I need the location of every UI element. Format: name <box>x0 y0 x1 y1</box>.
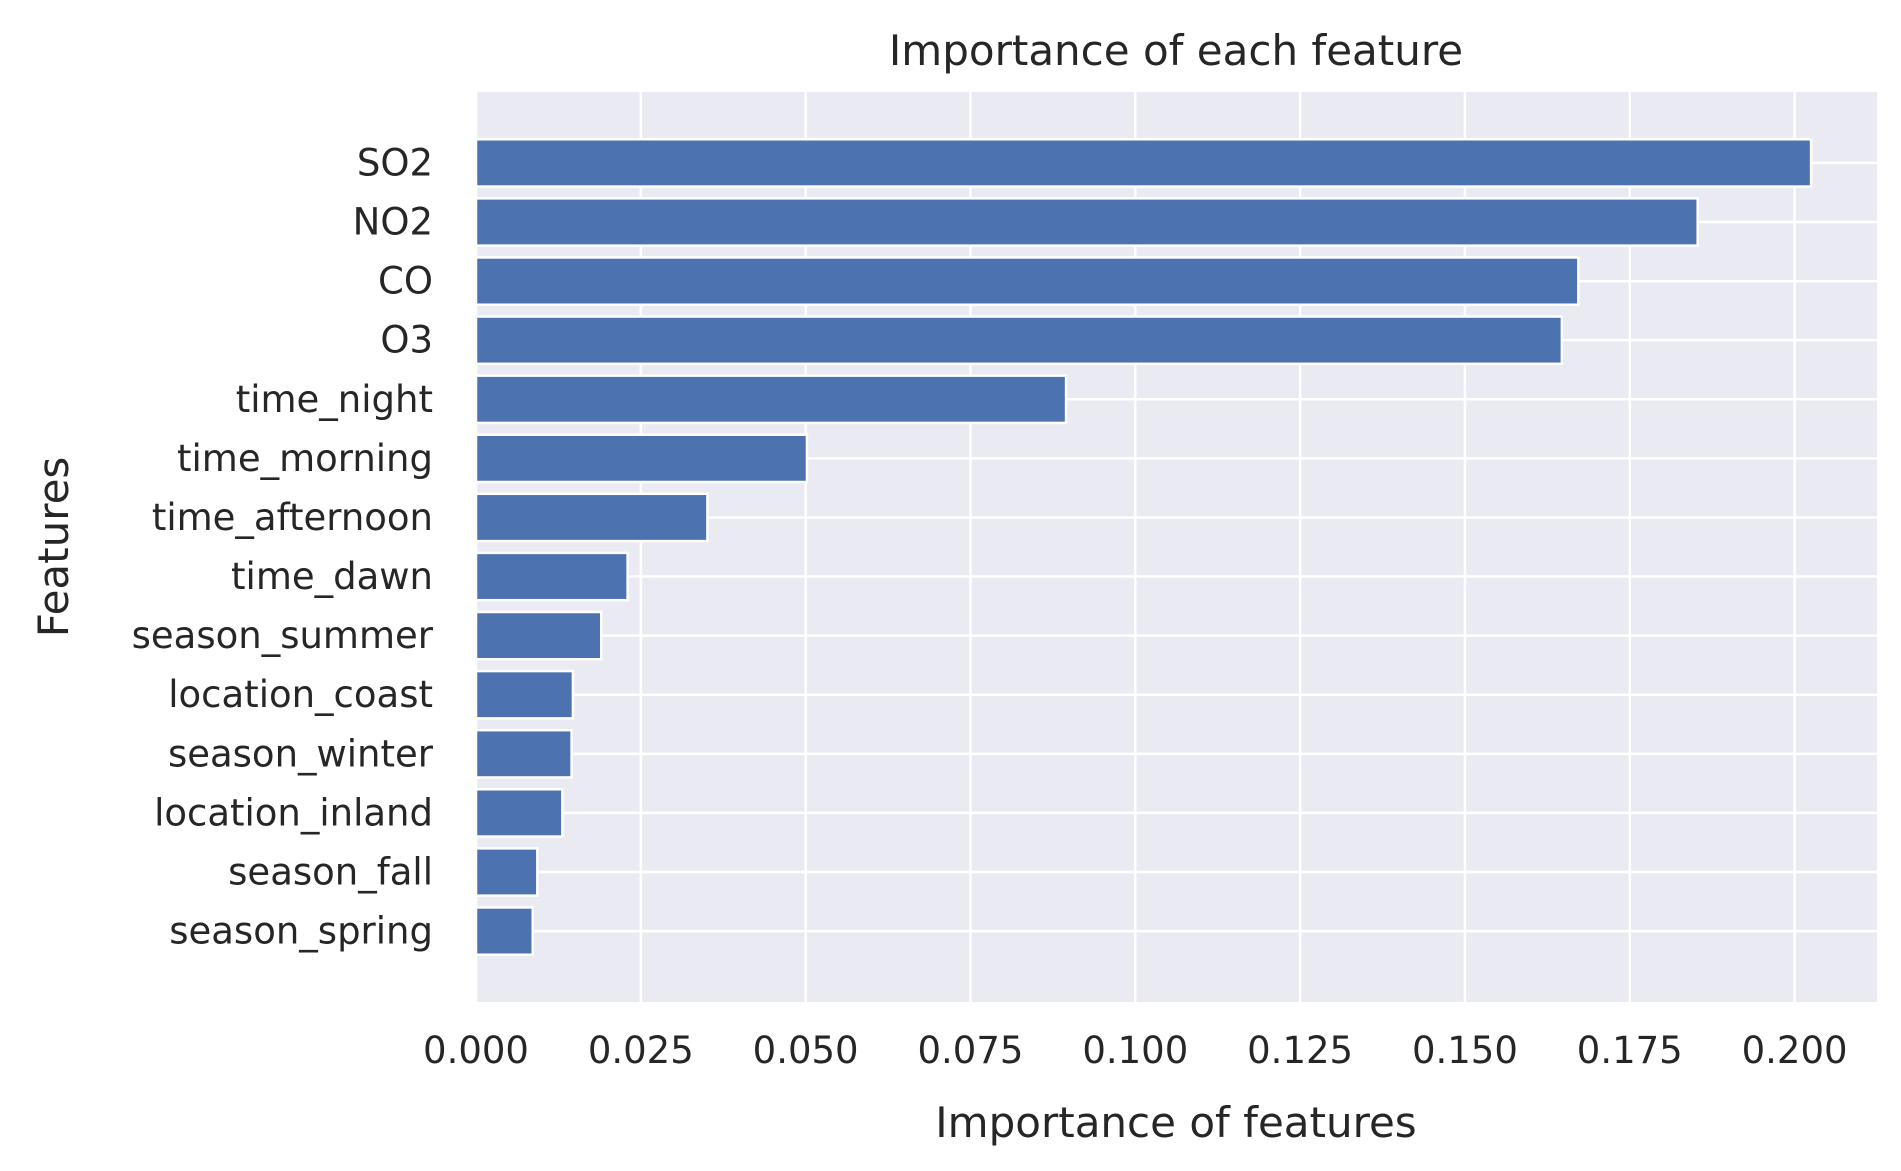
bar-no2 <box>474 197 1699 247</box>
bar-time-morning <box>474 433 809 484</box>
y-tick-label: season_fall <box>228 851 433 894</box>
x-tick-label: 0.150 <box>1412 1029 1518 1072</box>
bar-season-spring <box>474 906 534 956</box>
bar-season-summer <box>474 610 603 661</box>
y-tick-label: SO2 <box>357 141 433 184</box>
chart-title: Importance of each feature <box>889 26 1463 75</box>
y-tick-label: time_afternoon <box>152 496 433 539</box>
y-tick-label: season_winter <box>168 732 434 775</box>
x-axis-label: Importance of features <box>935 1098 1416 1147</box>
bar-so2 <box>474 138 1813 188</box>
y-tick-label: season_spring <box>169 910 433 953</box>
bar-location-inland <box>474 788 564 838</box>
y-tick-label: O3 <box>380 319 433 362</box>
bar-o3 <box>474 315 1564 366</box>
bars <box>474 138 1813 956</box>
x-tick-label: 0.200 <box>1742 1029 1848 1072</box>
x-tick-labels: 0.000 0.025 0.050 0.075 0.100 0.125 0.150 0.175… <box>423 1029 1848 1072</box>
x-tick-label: 0.075 <box>918 1029 1024 1072</box>
x-tick-label: 0.000 <box>423 1029 529 1072</box>
x-tick-label: 0.050 <box>753 1029 859 1072</box>
y-tick-label: location_coast <box>168 673 433 716</box>
y-tick-label: season_summer <box>132 614 434 657</box>
y-tick-label: CO <box>378 260 433 303</box>
bar-co <box>474 256 1580 306</box>
bar-season-fall <box>474 847 539 897</box>
x-tick-label: 0.175 <box>1577 1029 1683 1072</box>
bar-location-coast <box>474 669 575 720</box>
x-tick-label: 0.025 <box>588 1029 694 1072</box>
y-tick-label: time_dawn <box>231 555 433 598</box>
bar-time-afternoon <box>474 492 709 543</box>
bar-time-night <box>474 374 1068 425</box>
x-tick-label: 0.100 <box>1082 1029 1188 1072</box>
y-tick-labels: SO2 NO2 CO O3 time_night time_morning time_aft… <box>132 141 434 952</box>
x-tick-label: 0.125 <box>1247 1029 1353 1072</box>
y-tick-label: NO2 <box>353 201 433 244</box>
y-axis-label: Features <box>29 457 78 638</box>
y-tick-label: time_night <box>236 378 433 421</box>
y-tick-label: location_inland <box>154 791 433 834</box>
bar-time-dawn <box>474 551 629 602</box>
y-tick-label: time_morning <box>177 437 433 480</box>
bar-season-winter <box>474 728 573 779</box>
